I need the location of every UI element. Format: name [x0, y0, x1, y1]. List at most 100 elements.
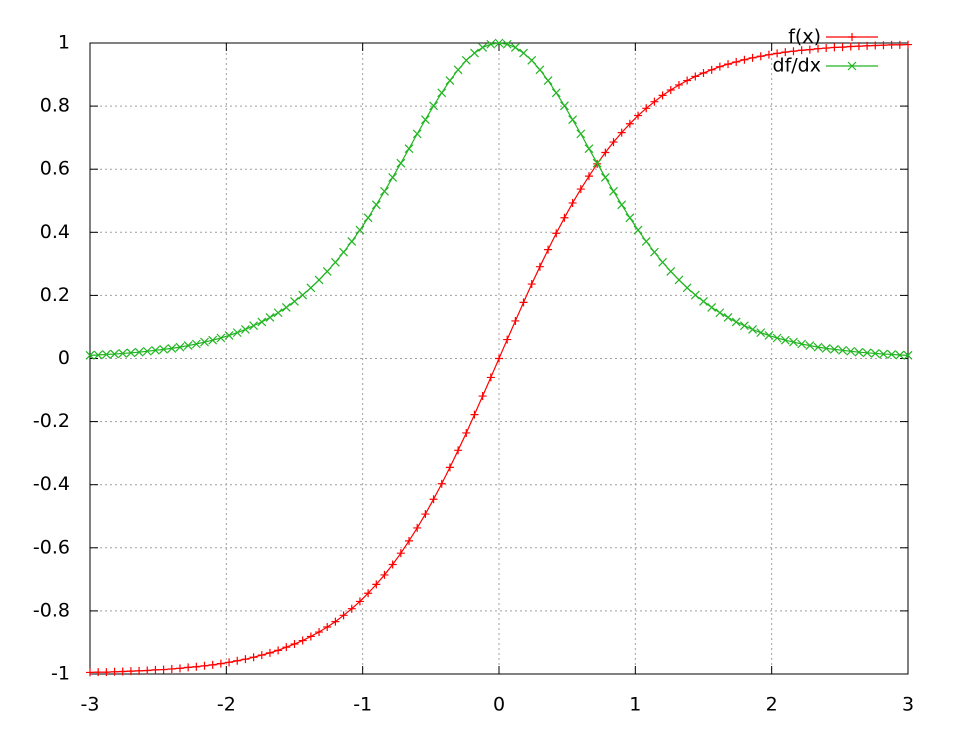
- point-marker: [445, 463, 454, 472]
- point-marker: [756, 52, 765, 61]
- point-marker: [773, 49, 782, 58]
- y-tick-label: 0: [58, 347, 70, 369]
- point-marker: [298, 636, 307, 645]
- point-marker: [699, 296, 708, 306]
- point-marker: [314, 275, 324, 285]
- point-marker: [110, 349, 119, 359]
- point-marker: [560, 213, 569, 222]
- point-marker: [330, 257, 340, 267]
- point-marker: [699, 68, 708, 77]
- point-marker: [470, 410, 479, 419]
- point-marker: [388, 172, 398, 182]
- point-marker: [568, 198, 577, 207]
- point-marker: [257, 651, 266, 660]
- point-marker: [821, 343, 831, 353]
- point-marker: [142, 346, 152, 356]
- point-marker: [601, 148, 610, 157]
- point-marker: [838, 345, 847, 355]
- point-marker: [331, 617, 340, 626]
- point-marker: [715, 308, 725, 318]
- point-marker: [339, 611, 348, 620]
- point-marker: [797, 339, 807, 349]
- point-marker: [813, 342, 823, 352]
- point-marker: [404, 144, 414, 154]
- point-marker: [224, 331, 234, 340]
- point-marker: [347, 604, 356, 613]
- point-marker: [281, 302, 291, 312]
- point-marker: [658, 91, 667, 100]
- point-marker: [437, 479, 446, 488]
- point-marker: [797, 46, 806, 55]
- point-marker: [838, 43, 847, 52]
- point-marker: [216, 333, 226, 343]
- point-marker: [600, 172, 610, 182]
- point-marker: [511, 316, 520, 325]
- point-marker: [576, 129, 586, 139]
- point-marker: [208, 660, 217, 669]
- point-marker: [298, 290, 308, 300]
- point-marker: [829, 344, 839, 354]
- point-marker: [764, 50, 773, 59]
- point-marker: [135, 666, 144, 675]
- point-marker: [584, 172, 593, 181]
- point-marker: [781, 48, 790, 57]
- point-marker: [151, 665, 160, 674]
- point-marker: [617, 128, 626, 137]
- point-marker: [486, 39, 496, 49]
- point-marker: [846, 42, 855, 51]
- point-marker: [200, 661, 209, 670]
- point-marker: [527, 55, 537, 65]
- point-marker: [143, 666, 152, 675]
- point-marker: [854, 347, 864, 357]
- point-marker: [183, 341, 193, 350]
- point-marker: [895, 350, 905, 360]
- point-marker: [86, 668, 94, 677]
- point-marker: [789, 337, 798, 347]
- point-marker: [225, 658, 234, 667]
- point-marker: [102, 668, 111, 677]
- point-marker: [805, 341, 815, 350]
- point-marker: [364, 589, 373, 598]
- point-marker: [723, 313, 733, 322]
- point-marker: [584, 144, 594, 154]
- x-tick-label: -2: [217, 694, 236, 716]
- point-marker: [175, 342, 185, 352]
- point-marker: [535, 65, 545, 75]
- point-marker: [249, 321, 259, 331]
- point-marker: [609, 186, 618, 196]
- point-marker: [756, 328, 766, 338]
- point-marker: [421, 510, 430, 519]
- point-marker: [413, 523, 422, 532]
- y-tick-label: -0.4: [33, 473, 70, 495]
- point-marker: [396, 549, 405, 558]
- point-marker: [674, 275, 684, 285]
- point-marker: [674, 80, 683, 89]
- point-marker: [159, 344, 169, 354]
- point-marker: [560, 101, 569, 111]
- point-marker: [420, 115, 430, 125]
- point-marker: [290, 640, 299, 649]
- point-marker: [544, 245, 553, 254]
- point-marker: [184, 663, 193, 672]
- point-marker: [707, 65, 716, 74]
- y-tick-label: 0.6: [40, 158, 70, 180]
- point-marker: [903, 350, 913, 360]
- point-marker: [879, 41, 888, 50]
- point-marker: [167, 343, 177, 353]
- point-marker: [118, 349, 128, 358]
- point-marker: [895, 40, 904, 49]
- point-marker: [707, 302, 717, 312]
- point-marker: [101, 349, 111, 359]
- point-marker: [691, 72, 700, 81]
- point-marker: [110, 667, 119, 676]
- point-marker: [306, 632, 315, 641]
- point-marker: [683, 76, 692, 85]
- point-marker: [666, 266, 676, 276]
- point-marker: [380, 186, 389, 196]
- point-marker: [748, 53, 757, 62]
- point-marker: [625, 213, 635, 223]
- point-marker: [814, 44, 823, 53]
- point-marker: [273, 308, 283, 318]
- point-marker: [405, 536, 414, 545]
